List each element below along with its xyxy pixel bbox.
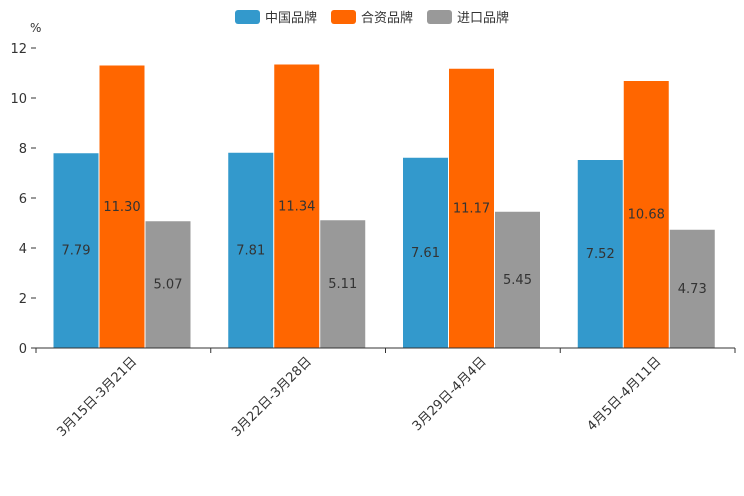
x-tick-label: 3月22日-3月28日 bbox=[229, 354, 315, 440]
legend: 中国品牌 合资品牌 进口品牌 bbox=[0, 7, 744, 26]
bar bbox=[577, 160, 623, 348]
y-axis-unit-label: % bbox=[30, 21, 42, 35]
bar bbox=[320, 220, 366, 348]
legend-swatch-domestic bbox=[234, 9, 260, 24]
legend-item-imported[interactable]: 进口品牌 bbox=[427, 7, 509, 26]
data-label: 5.11 bbox=[328, 277, 357, 292]
bar bbox=[53, 153, 99, 348]
data-label: 5.07 bbox=[154, 278, 183, 293]
data-label: 11.30 bbox=[103, 200, 140, 215]
data-label: 7.81 bbox=[236, 243, 265, 258]
data-label: 11.17 bbox=[453, 201, 490, 216]
y-tick-label: 4 bbox=[19, 242, 27, 257]
bar bbox=[623, 81, 669, 348]
y-tick-label: 2 bbox=[19, 292, 27, 307]
x-tick-label: 3月29日-4月4日 bbox=[410, 354, 490, 434]
data-label: 7.61 bbox=[411, 246, 440, 261]
legend-item-domestic[interactable]: 中国品牌 bbox=[234, 7, 317, 26]
data-label: 7.52 bbox=[586, 247, 615, 262]
bar bbox=[145, 221, 191, 348]
legend-swatch-joint-venture bbox=[330, 9, 356, 24]
y-tick-label: 12 bbox=[10, 42, 27, 57]
x-tick-label: 4月5日-4月11日 bbox=[585, 354, 665, 434]
y-tick-label: 0 bbox=[19, 342, 27, 357]
bar bbox=[669, 229, 715, 348]
y-tick-label: 10 bbox=[10, 92, 27, 107]
bar bbox=[274, 64, 320, 348]
legend-item-joint-venture[interactable]: 合资品牌 bbox=[330, 7, 413, 26]
legend-swatch-imported bbox=[427, 9, 452, 24]
data-label: 4.73 bbox=[678, 282, 707, 297]
bar bbox=[403, 157, 448, 348]
x-tick-label: 3月15日-3月21日 bbox=[54, 354, 140, 440]
y-tick-label: 8 bbox=[19, 142, 27, 157]
legend-label-imported: 进口品牌 bbox=[457, 11, 510, 26]
legend-label-joint-venture: 合资品牌 bbox=[360, 11, 413, 26]
legend-label-domestic: 中国品牌 bbox=[264, 11, 317, 26]
data-label: 10.68 bbox=[628, 208, 665, 223]
bar bbox=[228, 152, 274, 348]
bar bbox=[449, 68, 494, 348]
data-label: 7.79 bbox=[62, 244, 91, 259]
y-tick-label: 6 bbox=[19, 192, 27, 207]
bar bbox=[495, 211, 540, 348]
data-label: 11.34 bbox=[278, 199, 315, 214]
data-label: 5.45 bbox=[503, 273, 532, 288]
bar bbox=[99, 65, 145, 348]
